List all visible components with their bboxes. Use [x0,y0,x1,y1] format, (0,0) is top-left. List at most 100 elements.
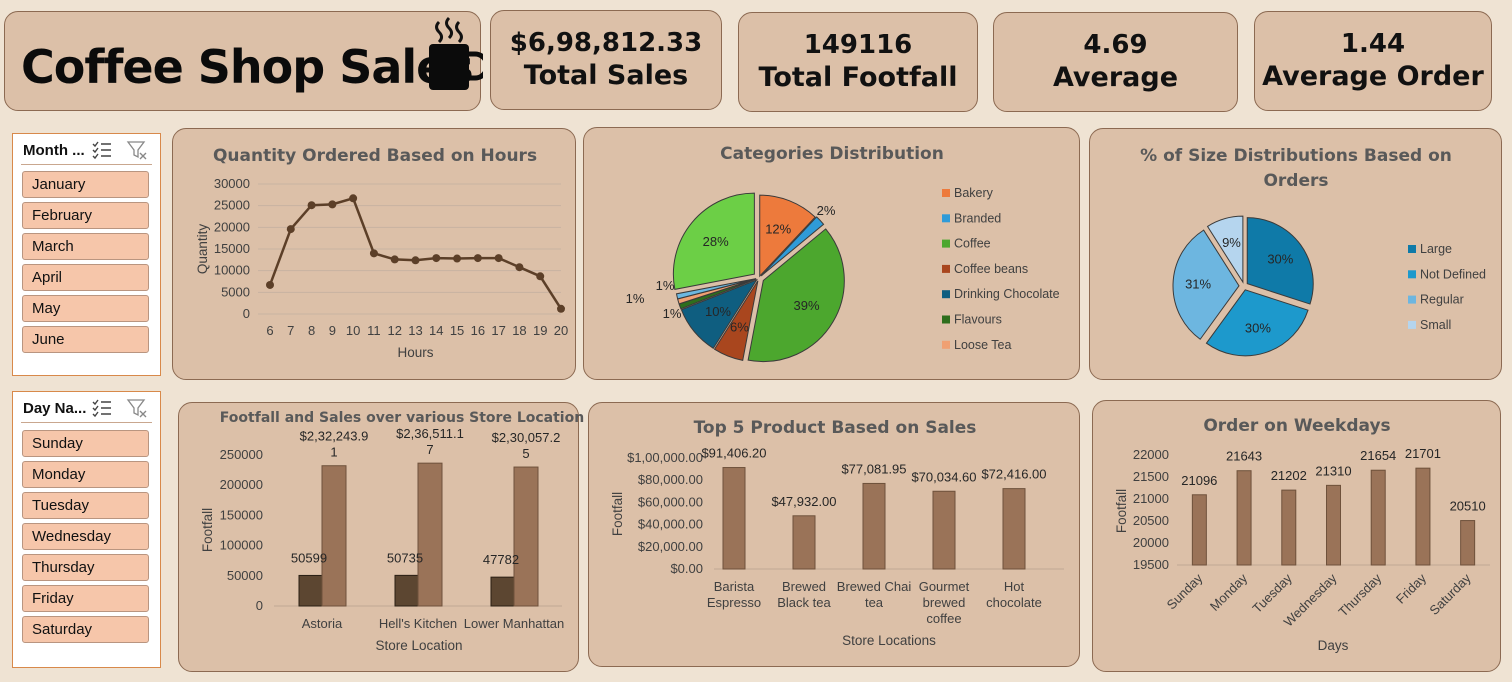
x-tick-label: 16 [471,323,485,338]
data-label: $70,034.60 [911,469,976,484]
data-label: 9% [1222,235,1241,250]
kpi-average-order: 1.44 Average Order [1254,11,1492,111]
legend-swatch [942,189,950,197]
slicer-item-february[interactable]: February [22,202,149,229]
slicer-item-thursday[interactable]: Thursday [22,554,149,581]
legend-label: Not Defined [1420,267,1486,281]
data-label-footfall: 50735 [387,550,423,565]
slicer-item-tuesday[interactable]: Tuesday [22,492,149,519]
x-axis-label: Store Location [375,638,462,653]
slicer-item-wednesday[interactable]: Wednesday [22,523,149,550]
slicer-item-january[interactable]: January [22,171,149,198]
kpi-average: 4.69 Average [993,12,1238,112]
data-point [515,263,524,272]
y-tick-label: $0.00 [670,561,703,576]
bar-sales [321,465,347,607]
kpi-total-sales: $6,98,812.33 Total Sales [490,10,722,110]
data-label: 6% [730,319,749,334]
data-point [328,200,337,209]
pie-slice [1205,289,1309,357]
chart-title: Top 5 Product Based on Sales [694,418,977,438]
bar-footfall [298,574,323,607]
bar [1002,488,1026,570]
y-axis-label: Footfall [200,508,215,552]
x-tick-label: Black tea [777,595,831,610]
footfall-bar-chart: Footfall and Sales over various Store Lo… [200,410,584,653]
slicer-divider [21,164,152,165]
x-tick-label: coffee [926,611,961,626]
pie-slice [760,216,825,277]
bar [1370,469,1386,566]
pie-slice [672,192,755,290]
sizes-chart-card: % of Size Distributions Based on Orders 30… [1089,128,1502,380]
data-label: 39% [794,298,820,313]
data-label: 30% [1245,321,1271,336]
x-tick-label: 12 [387,323,401,338]
page-title: Coffee Shop Sales [21,40,474,94]
bar [792,515,816,570]
x-tick-label: Brewed [782,579,826,594]
slicer-item-april[interactable]: April [22,264,149,291]
x-tick-label: Espresso [707,595,761,610]
slicer-item-may[interactable]: May [22,295,149,322]
slicer-item-saturday[interactable]: Saturday [22,616,149,643]
data-label: 21202 [1271,468,1307,483]
kpi-value: 1.44 [1340,29,1406,59]
pie-slice [759,194,816,278]
slicer-item-monday[interactable]: Monday [22,461,149,488]
clear-filter-icon[interactable] [126,139,148,161]
x-tick-label: 6 [266,323,273,338]
data-label-sales: $2,32,243.9 [300,429,369,444]
data-label-sales: 7 [426,442,433,457]
x-axis-label: Hours [397,345,433,360]
coffee-mug-icon [429,16,483,90]
legend-label: Large [1420,242,1452,256]
legend-label: Branded [954,211,1001,225]
x-tick-label: Lower Manhattan [464,616,564,631]
data-label: 1% [626,291,645,306]
legend-swatch [1408,245,1416,253]
slicer-item-june[interactable]: June [22,326,149,353]
bar [862,482,886,570]
kpi-label: Average [1052,62,1179,93]
slicer-item-march[interactable]: March [22,233,149,260]
legend-label: Loose Tea [954,338,1012,352]
chart-title: Categories Distribution [720,144,944,164]
data-label: 21096 [1181,473,1217,488]
chart-title: Footfall and Sales over various Store Lo… [220,410,584,426]
data-label: 2% [817,203,836,218]
data-label: 12% [765,221,791,236]
data-label: 20510 [1450,499,1486,514]
y-tick-label: 21500 [1133,469,1169,484]
y-tick-label: 0 [243,306,250,321]
x-tick-label: Saturday [1426,570,1474,618]
x-tick-label: 11 [367,323,381,338]
sizes-pie-chart: % of Size Distributions Based on Orders 30… [1140,146,1486,357]
multi-select-icon[interactable] [91,397,113,419]
multi-select-icon[interactable] [91,139,113,161]
x-tick-label: Brewed Chai [837,579,912,594]
kpi-label: Average Order [1262,61,1484,92]
data-label-footfall: 47782 [483,552,519,567]
bar-footfall [490,576,515,607]
footfall-chart-card: Footfall and Sales over various Store Lo… [178,402,584,672]
kpi-value: 4.69 [1083,30,1148,60]
legend-label: Flavours [954,313,1002,327]
bar [1460,520,1476,566]
data-label-sales: $2,30,057.2 [492,430,561,445]
slicer-item-sunday[interactable]: Sunday [22,430,149,457]
bar-footfall [394,574,419,607]
y-axis-label: Quantity [195,224,210,275]
data-label: $47,932.00 [771,494,836,509]
y-tick-label: $80,000.00 [638,472,703,487]
y-tick-label: 5000 [221,284,250,299]
legend-label: Drinking Chocolate [954,287,1060,301]
y-tick-label: 21000 [1133,491,1169,506]
slicer-item-friday[interactable]: Friday [22,585,149,612]
clear-filter-icon[interactable] [126,397,148,419]
y-tick-label: 20000 [214,219,250,234]
data-point [411,256,420,265]
pie-slice [747,228,845,363]
x-tick-label: 17 [491,323,505,338]
y-tick-label: 22000 [1133,447,1169,462]
